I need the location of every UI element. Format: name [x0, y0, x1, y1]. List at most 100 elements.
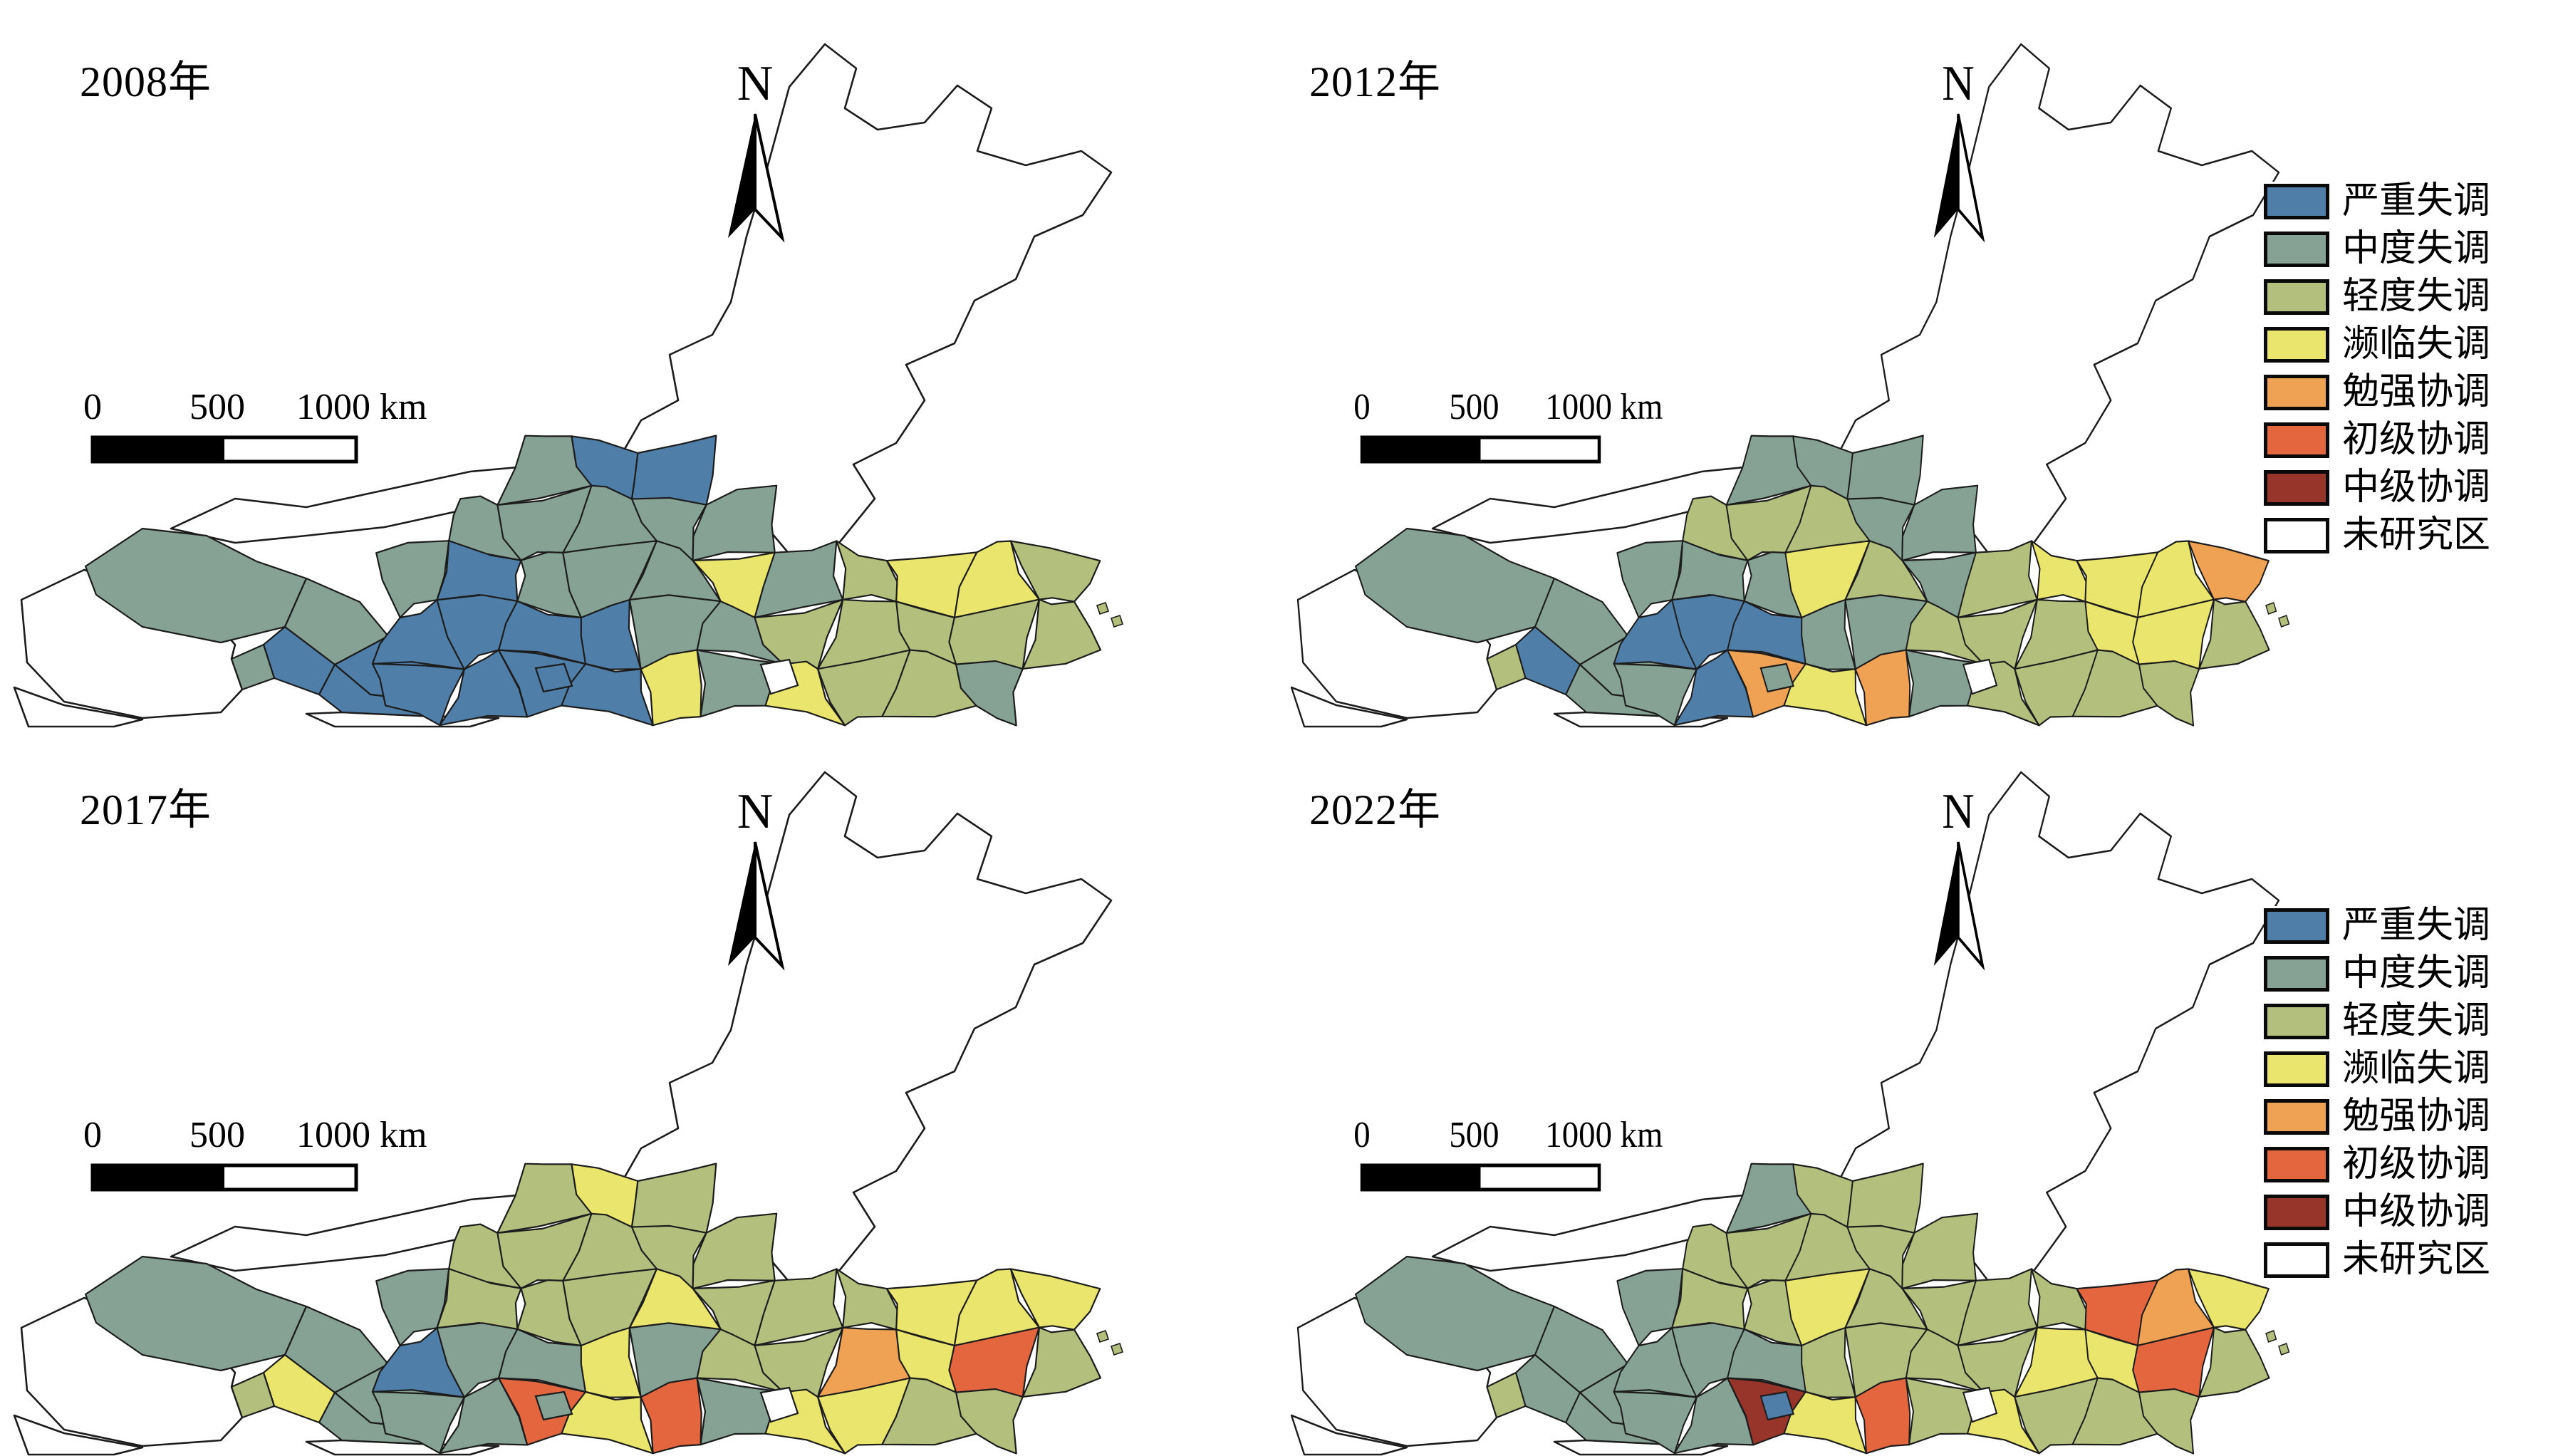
- legend-swatch-level-1: [2264, 908, 2329, 944]
- islet-1: [2278, 614, 2290, 628]
- province-outline-0: [588, 771, 1113, 1294]
- legend-item-level-2: 中度失调: [2264, 229, 2552, 269]
- province-outline-3: [1290, 686, 1408, 728]
- legend-swatch-level-6: [2264, 1147, 2329, 1182]
- north-arrow-left: [728, 114, 755, 238]
- legend-swatch-level-3: [2264, 279, 2329, 315]
- scale-tick-500: 500: [1449, 386, 1499, 427]
- north-arrow-right: [1957, 841, 1985, 971]
- legend-label-level-8: 未研究区: [2342, 515, 2491, 556]
- islet-1: [1110, 614, 1124, 628]
- legend-item-level-5: 勉强协调: [2264, 1097, 2552, 1137]
- region-center-small: [534, 1390, 573, 1421]
- region-r4c11: [955, 660, 1024, 727]
- legend-item-level-7: 中级协调: [2264, 1192, 2552, 1232]
- map-canvas: 0 500 1000 km N: [1290, 43, 2290, 728]
- north-arrow: N: [728, 784, 785, 971]
- legend-label-level-1: 严重失调: [2342, 181, 2491, 222]
- legend-bottom: 严重失调中度失调轻度失调濒临失调勉强协调初级协调中级协调未研究区: [2264, 906, 2552, 1280]
- legend-item-level-4: 濒临失调: [2264, 325, 2552, 365]
- region-center-small: [1759, 1390, 1795, 1421]
- scale-bar: 0 500 1000 km: [1353, 1114, 1663, 1192]
- legend-label-level-3: 轻度失调: [2342, 276, 2491, 317]
- islet-0: [1096, 1329, 1110, 1343]
- region-qinghai-sw: [1515, 1353, 1581, 1424]
- panel-title-2022: 2022年: [1309, 786, 1441, 833]
- legend-swatch-level-8: [2264, 518, 2329, 553]
- legend-label-level-5: 勉强协调: [2342, 372, 2491, 412]
- region-unstudied-gap: [759, 658, 799, 695]
- scale-tick-1000: 1000 km: [1545, 1114, 1663, 1155]
- region-r4c11: [2138, 1388, 2200, 1455]
- legend-item-level-1: 严重失调: [2264, 906, 2552, 946]
- legend-swatch-level-2: [2264, 232, 2329, 267]
- scale-tick-500: 500: [189, 387, 245, 427]
- legend-swatch-level-7: [2264, 1195, 2329, 1230]
- region-qinghai-sw: [262, 625, 336, 696]
- scale-tick-1000: 1000 km: [296, 1115, 427, 1155]
- legend-item-level-6: 初级协调: [2264, 1145, 2552, 1185]
- islet-1: [1110, 1342, 1124, 1356]
- legend-swatch-level-3: [2264, 1004, 2329, 1039]
- islet-0: [2265, 601, 2277, 615]
- legend-swatch-level-5: [2264, 375, 2329, 410]
- legend-swatch-level-1: [2264, 184, 2329, 219]
- legend-label-level-6: 初级协调: [2342, 1144, 2491, 1185]
- scale-tick-0: 0: [83, 387, 102, 427]
- scale-tick-1000: 1000 km: [1545, 386, 1663, 427]
- legend-item-level-4: 濒临失调: [2264, 1049, 2552, 1089]
- scale-tick-0: 0: [83, 1115, 102, 1155]
- scale-bar: 0 500 1000 km: [83, 387, 427, 464]
- legend-swatch-level-8: [2264, 1242, 2329, 1278]
- legend-label-level-2: 中度失调: [2342, 229, 2491, 269]
- legend-item-level-7: 中级协调: [2264, 468, 2552, 508]
- province-outline-0: [1809, 771, 2280, 1294]
- map-canvas: 0 500 1000 km N: [13, 43, 1124, 728]
- scale-tick-500: 500: [1449, 1114, 1499, 1155]
- legend-swatch-level-5: [2264, 1099, 2329, 1135]
- region-unstudied-gap: [1962, 658, 1998, 695]
- legend-label-level-8: 未研究区: [2342, 1239, 2491, 1280]
- legend-label-level-4: 濒临失调: [2342, 324, 2491, 365]
- legend-swatch-level-7: [2264, 470, 2329, 506]
- panel-title-2012: 2012年: [1309, 58, 1441, 105]
- province-outline-3: [13, 686, 144, 728]
- legend-label-level-4: 濒临失调: [2342, 1049, 2491, 1089]
- region-r3c12: [2198, 1326, 2270, 1398]
- region-r4c11: [955, 1388, 1024, 1455]
- province-outline-3: [13, 1414, 144, 1456]
- legend-swatch-level-2: [2264, 956, 2329, 992]
- north-label: N: [737, 784, 774, 839]
- scale-tick-500: 500: [189, 1115, 245, 1155]
- region-unstudied-gap: [1962, 1386, 1998, 1423]
- region-center-small: [1759, 662, 1795, 693]
- north-arrow: N: [728, 56, 785, 243]
- legend-swatch-level-6: [2264, 422, 2329, 458]
- legend-swatch-level-4: [2264, 327, 2329, 363]
- scale-bar: 0 500 1000 km: [1353, 386, 1663, 464]
- legend-item-level-3: 轻度失调: [2264, 1002, 2552, 1041]
- north-arrow-right: [754, 841, 785, 971]
- panel-title-2008: 2008年: [80, 58, 212, 105]
- legend-label-level-3: 轻度失调: [2342, 1001, 2491, 1041]
- region-r3c12: [1021, 1326, 1102, 1398]
- region-sw-small: [230, 1371, 276, 1419]
- islet-0: [2265, 1329, 2277, 1343]
- legend-top: 严重失调中度失调轻度失调濒临失调勉强协调初级协调中级协调未研究区: [2264, 182, 2552, 556]
- legend-label-level-6: 初级协调: [2342, 420, 2491, 460]
- legend-item-level-2: 中度失调: [2264, 954, 2552, 994]
- region-sw-small: [1486, 1371, 1527, 1419]
- region-sw-small: [1486, 643, 1527, 691]
- scale-tick-0: 0: [1353, 1114, 1370, 1155]
- legend-label-level-5: 勉强协调: [2342, 1096, 2491, 1137]
- legend-label-level-7: 中级协调: [2342, 467, 2491, 508]
- legend-item-level-3: 轻度失调: [2264, 277, 2552, 317]
- islet-1: [2278, 1342, 2290, 1356]
- legend-item-level-8: 未研究区: [2264, 516, 2552, 556]
- region-sw-small: [230, 643, 276, 691]
- scale-bar: 0 500 1000 km: [83, 1115, 427, 1192]
- north-arrow-right: [754, 113, 785, 243]
- islet-0: [1096, 601, 1110, 615]
- legend-label-level-1: 严重失调: [2342, 905, 2491, 946]
- north-arrow-left: [728, 842, 755, 966]
